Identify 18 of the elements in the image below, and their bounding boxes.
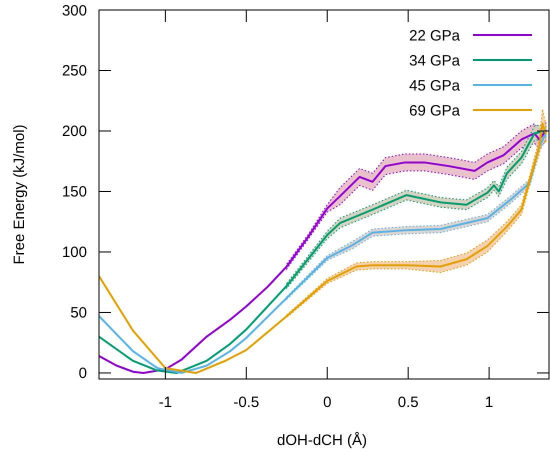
x-tick-label: 0 bbox=[323, 394, 332, 411]
legend-label: 34 GPa bbox=[409, 52, 461, 70]
legend-label: 45 GPa bbox=[409, 77, 461, 94]
x-tick-label: 0.5 bbox=[398, 394, 419, 411]
y-tick-label: 150 bbox=[62, 184, 87, 201]
y-tick-label: 50 bbox=[70, 304, 87, 322]
y-tick-label: 0 bbox=[78, 365, 87, 382]
legend-label: 69 GPa bbox=[409, 102, 461, 120]
y-tick-label: 100 bbox=[62, 244, 87, 262]
y-axis-title: Free Energy (kJ/mol) bbox=[11, 124, 28, 265]
x-tick-label: -0.5 bbox=[233, 394, 260, 411]
x-tick-label: 1 bbox=[484, 394, 494, 411]
y-tick-label: 200 bbox=[62, 123, 87, 140]
x-tick-label: -1 bbox=[158, 394, 172, 411]
y-tick-label: 300 bbox=[62, 2, 87, 20]
legend-label: 22 GPa bbox=[409, 27, 461, 44]
x-axis-title: dOH-dCH (Å) bbox=[276, 431, 368, 449]
y-tick-label: 250 bbox=[62, 62, 87, 80]
